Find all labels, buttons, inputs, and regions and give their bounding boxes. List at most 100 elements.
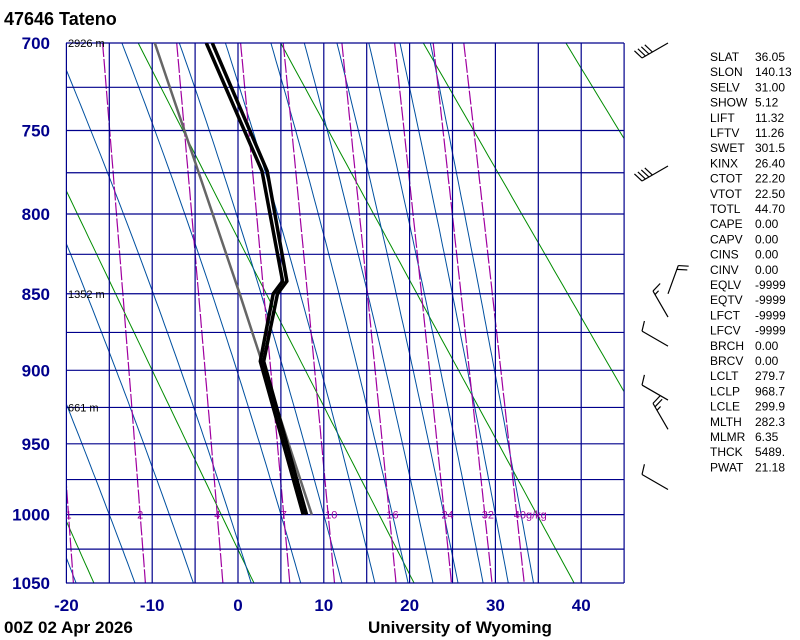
- wind-barb-feather: [640, 169, 650, 178]
- index-name: CINV: [710, 263, 739, 277]
- mixing-ratio-line: [176, 43, 224, 583]
- pressure-tick-label: 700: [22, 34, 50, 53]
- index-name: CTOT: [710, 172, 743, 186]
- index-name: LFTV: [710, 126, 739, 140]
- wind-barb-staff: [652, 403, 669, 430]
- index-name: CINS: [710, 248, 739, 262]
- index-value: 11.26: [755, 126, 784, 140]
- index-name: CAPV: [710, 232, 743, 246]
- index-value: 11.32: [755, 111, 784, 125]
- index-value: 0.00: [755, 263, 779, 277]
- wind-barb: [641, 320, 669, 347]
- index-name: BRCV: [710, 354, 743, 368]
- stability-indices: SLAT 36.05 SLON 140.13 SELV 31.00 SHOW 5.12 LIFT…: [710, 50, 792, 474]
- temperature-profile-line: [210, 43, 309, 516]
- index-value: 5.12: [755, 96, 779, 110]
- wind-barb-staff: [641, 473, 669, 490]
- moist-adiabat-line: [399, 43, 509, 583]
- moist-adiabat-line: [429, 43, 534, 583]
- background-lines: [66, 43, 624, 583]
- moist-adiabat-line: [66, 67, 252, 583]
- moist-adiabat-line: [368, 43, 484, 583]
- index-value: 31.00: [755, 80, 785, 94]
- index-value: -9999: [755, 308, 786, 322]
- index-value: 0.00: [755, 339, 779, 353]
- wind-barb-staff: [667, 265, 679, 294]
- wind-barb-feather: [634, 50, 643, 59]
- temperature-tick-label: 0: [233, 596, 242, 615]
- index-value: 0.00: [755, 232, 779, 246]
- dry-adiabat-line: [422, 43, 624, 393]
- mixing-ratio-label: 2: [137, 510, 143, 522]
- height-label: 2926 m: [68, 38, 105, 50]
- index-name: SLON: [710, 65, 743, 79]
- pressure-tick-label: 850: [22, 285, 50, 304]
- index-name: THCK: [710, 445, 743, 459]
- index-name: SHOW: [710, 96, 748, 110]
- mixing-ratio-line: [463, 43, 525, 583]
- temperature-tick-label: 40: [572, 596, 591, 615]
- temperature-tick-label: -20: [54, 596, 79, 615]
- wind-barb-feather: [641, 374, 646, 386]
- observation-time: 00Z 02 Apr 2026: [4, 618, 133, 637]
- index-value: 140.13: [755, 65, 792, 79]
- mixing-ratio-line: [66, 471, 74, 583]
- index-name: MLTH: [710, 415, 742, 429]
- pressure-tick-label: 800: [22, 205, 50, 224]
- wind-barb-feather: [640, 46, 650, 55]
- index-name: SLAT: [710, 50, 740, 64]
- mixing-ratio-label: 24: [441, 510, 453, 522]
- index-value: 279.7: [755, 369, 785, 383]
- wind-barb-feather: [644, 167, 653, 176]
- index-name: SELV: [710, 80, 740, 94]
- index-value: 26.40: [755, 156, 785, 170]
- mixing-ratio-label: 32: [482, 510, 494, 522]
- index-name: LCLT: [710, 369, 739, 383]
- wind-barb-feather: [652, 395, 661, 404]
- index-name: VTOT: [710, 187, 742, 201]
- wind-barb-feather: [654, 398, 663, 408]
- mixing-ratio-label: 4: [214, 510, 220, 522]
- mixing-ratio-label: 1: [66, 510, 72, 522]
- index-value: 968.7: [755, 384, 785, 398]
- pressure-tick-label: 900: [22, 361, 50, 380]
- station-title: 47646 Tateno: [4, 9, 117, 29]
- index-value: 21.18: [755, 460, 785, 474]
- temperature-tick-label: -10: [140, 596, 165, 615]
- wind-barb-staff: [641, 384, 669, 401]
- index-value: 22.20: [755, 172, 785, 186]
- wind-barbs: [634, 42, 689, 490]
- index-value: 0.00: [755, 217, 779, 231]
- wind-barb-feather: [641, 320, 646, 332]
- wind-barb: [634, 42, 669, 59]
- wind-barb-feather: [634, 173, 643, 182]
- wind-barb: [634, 165, 669, 182]
- grid: [65, 42, 625, 584]
- index-value: 282.3: [755, 415, 785, 429]
- source-credit: University of Wyoming: [368, 618, 552, 637]
- wind-barb-feather: [676, 268, 688, 271]
- wind-barb-feather: [644, 44, 653, 53]
- index-name: LFCT: [710, 308, 741, 322]
- index-value: 0.00: [755, 248, 779, 262]
- mixing-ratio-label: 16: [386, 510, 398, 522]
- index-value: 301.5: [755, 141, 785, 155]
- pressure-tick-label: 950: [22, 435, 50, 454]
- index-value: 0.00: [755, 354, 779, 368]
- pressure-tick-label: 1000: [12, 506, 50, 525]
- index-name: LCLP: [710, 384, 740, 398]
- index-value: 44.70: [755, 202, 785, 216]
- index-value: 36.05: [755, 50, 785, 64]
- pressure-tick-label: 750: [22, 122, 50, 141]
- index-name: KINX: [710, 156, 738, 170]
- temperature-tick-label: 10: [314, 596, 333, 615]
- height-label: 1352 m: [68, 289, 105, 301]
- index-name: LIFT: [710, 111, 735, 125]
- index-name: EQTV: [710, 293, 743, 307]
- wind-barb-staff: [641, 330, 669, 347]
- wind-barb-staff: [652, 290, 669, 318]
- temperature-tick-label: 20: [400, 596, 419, 615]
- mixing-ratio-label: 10: [325, 510, 337, 522]
- wind-barb-half-feather: [654, 290, 660, 295]
